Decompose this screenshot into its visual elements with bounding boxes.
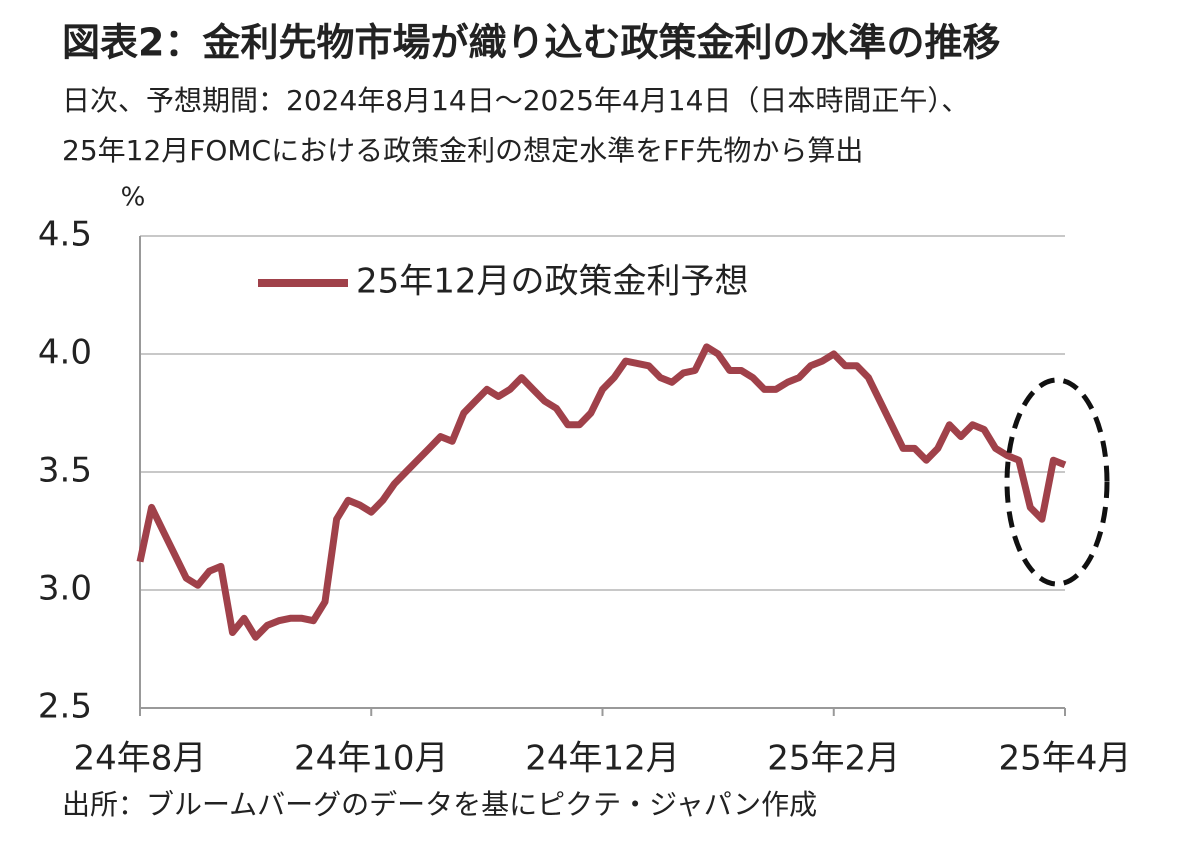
y-unit: % [121,183,146,213]
source-note: 出所：ブルームバーグのデータを基にピクテ・ジャパン作成 [62,788,817,821]
x-tick-label: 25年2月 [767,739,900,779]
highlight-ellipse [1004,377,1110,587]
subtitle: 25年12月FOMCにおける政策金利の想定水準をFF先物から算出 [62,134,863,167]
line-series [136,343,1067,641]
subtitle: 日次、予想期間：2024年8月14日～2025年4月14日（日本時間正午）、 [62,84,969,117]
x-tick-label: 24年8月 [74,739,207,779]
y-tick-label: 2.5 [38,687,92,727]
x-tick-label: 25年4月 [999,739,1132,779]
y-tick-label: 3.5 [38,451,92,491]
chart-title: 図表2：金利先物市場が織り込む政策金利の水準の推移 [62,21,1000,65]
legend-label: 25年12月の政策金利予想 [356,262,749,302]
y-tick-label: 3.0 [38,569,92,609]
y-tick-label: 4.0 [38,333,92,373]
x-tick-label: 24年12月 [525,739,680,779]
x-tick-label: 24年10月 [294,739,449,779]
y-tick-label: 4.5 [38,215,92,255]
